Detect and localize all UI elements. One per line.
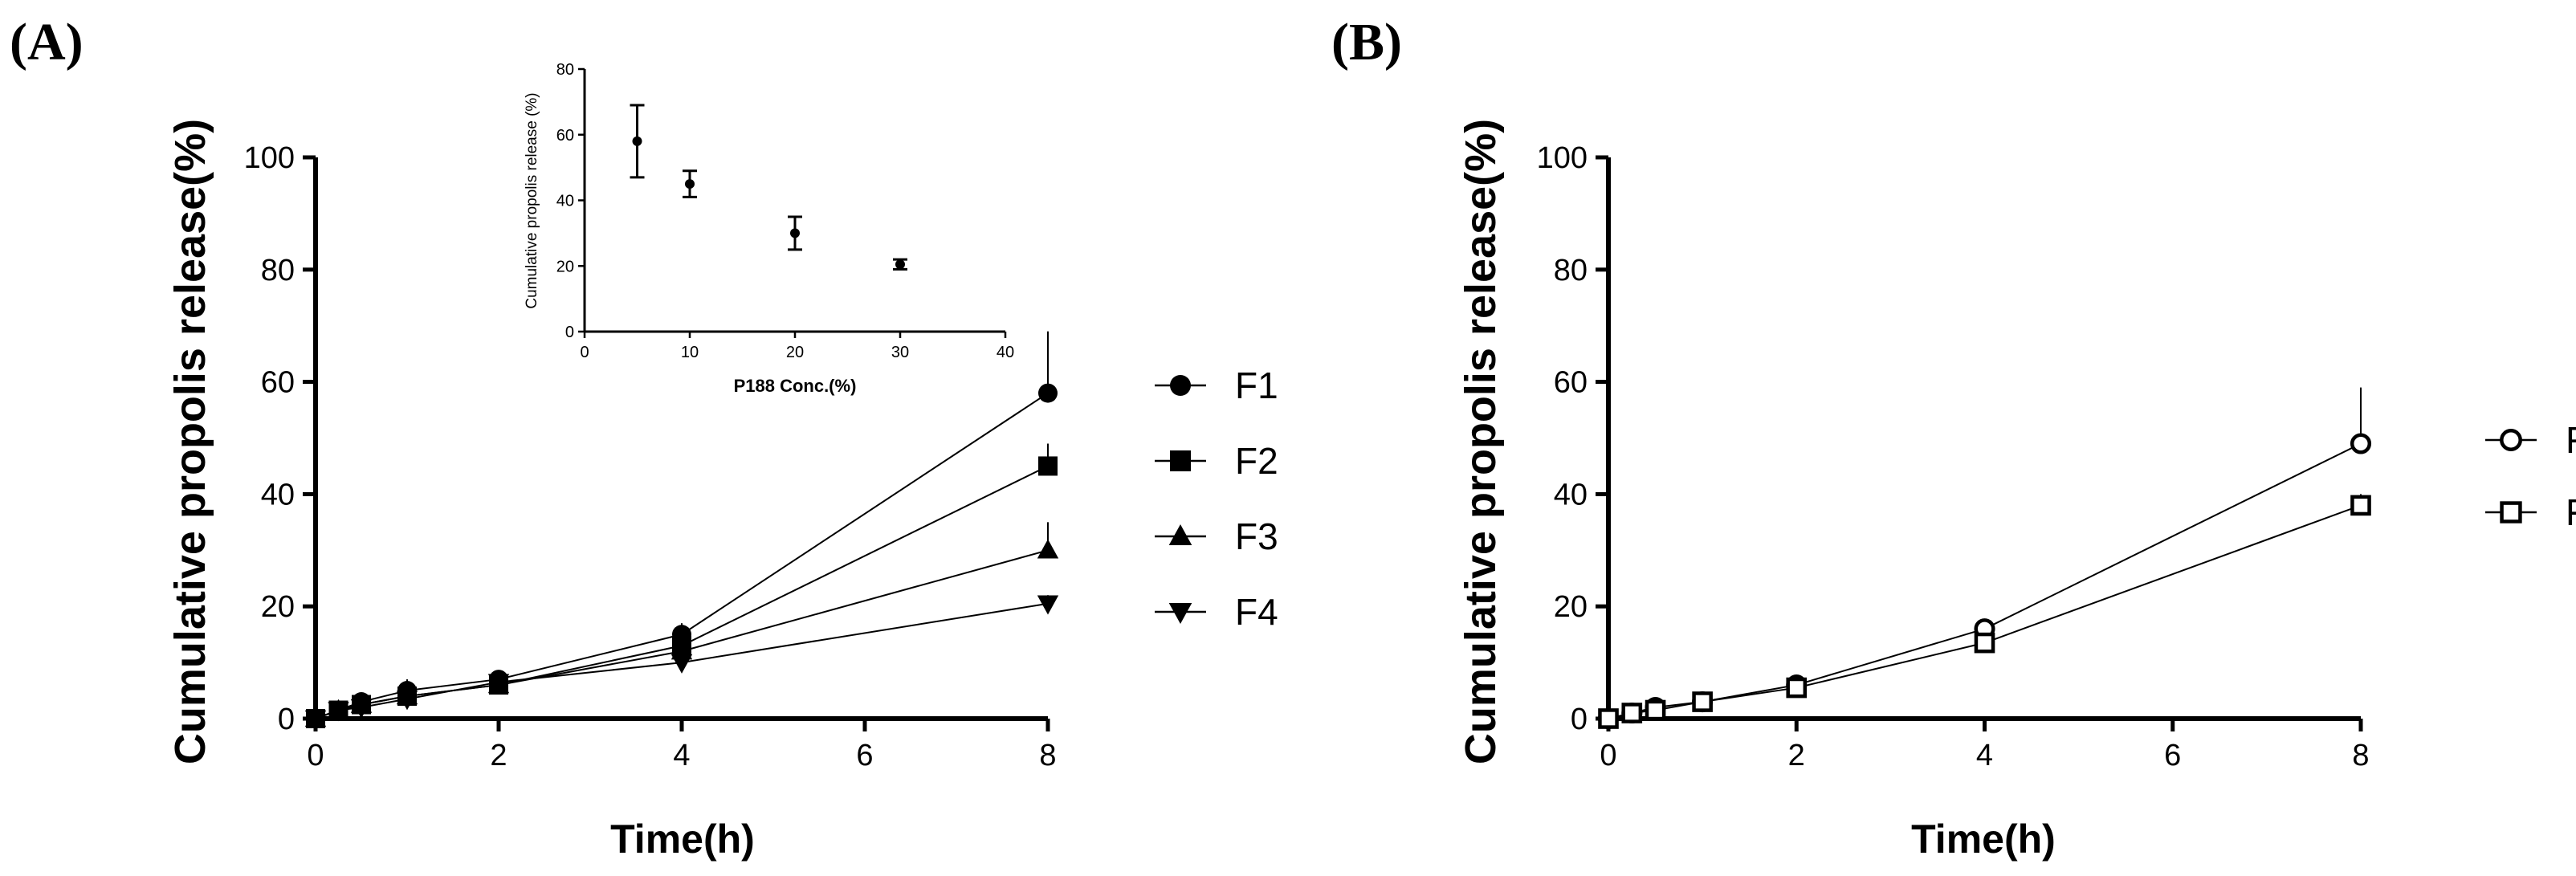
panel-b-y-tick-label: 60 xyxy=(1554,366,1588,400)
panel-a-legend-label-f1: F1 xyxy=(1235,365,1278,406)
panel-a-legend-label-f3: F3 xyxy=(1235,515,1278,557)
panel-b-series-line-f5 xyxy=(1608,442,2362,719)
inset-y-tick-label: 60 xyxy=(556,127,574,145)
inset-y-title: Cumulative propolis release (%) xyxy=(524,92,540,308)
panel-b-point-f6 xyxy=(1786,677,1808,699)
panel-a-y-tick-label: 40 xyxy=(261,478,295,511)
panel-a-point-f4 xyxy=(670,654,693,674)
panel-a-y-tick-label: 60 xyxy=(261,366,295,400)
panel-b-label: (B) xyxy=(1331,13,1402,71)
inset-x-tick-label: 40 xyxy=(997,344,1014,361)
panel-a-y-tick-label: 0 xyxy=(278,703,295,736)
panel-a-legend-label-f2: F2 xyxy=(1235,440,1278,482)
inset-point xyxy=(632,136,642,146)
panel-a-point-f4 xyxy=(328,702,349,722)
panel-a-point-f4 xyxy=(1037,595,1059,615)
panel-b-point-f6 xyxy=(1974,632,1995,654)
panel-a-y-tick-label: 80 xyxy=(261,254,295,287)
panel-a-point-f4 xyxy=(396,691,418,711)
panel-b-x-tick-label: 6 xyxy=(2164,739,2181,772)
panel-a-legend-label-f4: F4 xyxy=(1235,591,1278,633)
panel-b-x-title: Time(h) xyxy=(1911,817,2056,862)
panel-a-x-tick-label: 4 xyxy=(673,739,690,772)
panel-a-legend-marker-f3 xyxy=(1168,524,1192,546)
inset-x-tick-label: 0 xyxy=(580,344,589,361)
panel-b-y-title: Cumulative propolis release(%) xyxy=(1457,119,1505,764)
inset-y-tick-label: 80 xyxy=(556,61,574,79)
inset-x-title: P188 Conc.(%) xyxy=(734,376,857,396)
panel-b-x-tick-label: 2 xyxy=(1788,739,1805,772)
panel-a-x-tick-label: 2 xyxy=(490,739,507,772)
panel-a-point-f4 xyxy=(350,699,373,719)
panel-a-y-tick-label: 100 xyxy=(244,141,295,175)
panel-b-legend-marker-f6 xyxy=(2500,501,2522,524)
inset-y-tick-label: 20 xyxy=(556,258,574,275)
panel-a-point-f1 xyxy=(1038,383,1058,403)
panel-a-x-tick-label: 6 xyxy=(856,739,873,772)
panel-b-x-tick-label: 4 xyxy=(1976,739,1993,772)
panel-b-y-tick-label: 40 xyxy=(1554,478,1588,511)
inset-x-tick-label: 20 xyxy=(786,344,804,361)
inset-point xyxy=(685,179,695,189)
panel-b-point-f6 xyxy=(1692,691,1713,712)
panel-a-label: (A) xyxy=(10,13,84,71)
panel-a-point-f4 xyxy=(304,710,327,730)
inset-chart: 0 10 20 30 40 0 20 40 60 80 xyxy=(556,61,1014,361)
inset-y-tick-label: 0 xyxy=(565,324,574,341)
panel-a-point-f2 xyxy=(1038,456,1058,476)
inset-point xyxy=(790,228,800,238)
panel-a-legend-marker-f2 xyxy=(1170,450,1191,471)
panel-a-y-tick-label: 20 xyxy=(261,590,295,624)
panel-a-legend-marker-f1 xyxy=(1170,375,1191,396)
panel-b-y-tick-label: 80 xyxy=(1554,254,1588,287)
panel-a-point-f4 xyxy=(487,674,510,694)
panel-b-legend-label-f6: F6 xyxy=(2566,491,2576,533)
panel-a-x-title: Time(h) xyxy=(610,817,755,862)
panel-b-y-tick-label: 0 xyxy=(1571,703,1588,736)
panel-a-legend-marker-f4 xyxy=(1168,602,1192,624)
panel-b-y-tick-label: 100 xyxy=(1537,141,1588,175)
inset-y-tick-label: 40 xyxy=(556,193,574,210)
panel-b-legend-label-f5: F5 xyxy=(2566,419,2576,461)
panel-a-series-line-f2 xyxy=(315,465,1049,719)
inset-x-tick-label: 10 xyxy=(681,344,699,361)
panel-b-point-f6 xyxy=(1598,708,1619,729)
panel-b-point-f6 xyxy=(2350,495,2371,516)
panel-a-y-title: Cumulative propolis release(%) xyxy=(166,119,214,764)
panel-b-legend-marker-f5 xyxy=(2500,429,2522,451)
panel-b-chart: 02468020406080100F5F6 xyxy=(1537,141,2576,772)
panel-b-point-f5 xyxy=(2350,433,2372,454)
panel-b-y-tick-label: 20 xyxy=(1554,590,1588,624)
panel-b-point-f6 xyxy=(1621,703,1643,723)
panel-a-x-tick-label: 0 xyxy=(307,739,324,772)
panel-b-x-tick-label: 0 xyxy=(1600,739,1616,772)
inset-x-tick-label: 30 xyxy=(891,344,909,361)
panel-a-point-f3 xyxy=(1037,539,1059,559)
panel-b-series-line-f6 xyxy=(1608,504,2362,719)
inset-point xyxy=(895,259,905,270)
panel-a-x-tick-label: 8 xyxy=(1039,739,1056,772)
panel-b-point-f6 xyxy=(1645,699,1666,721)
panel-b-x-tick-label: 8 xyxy=(2352,739,2369,772)
